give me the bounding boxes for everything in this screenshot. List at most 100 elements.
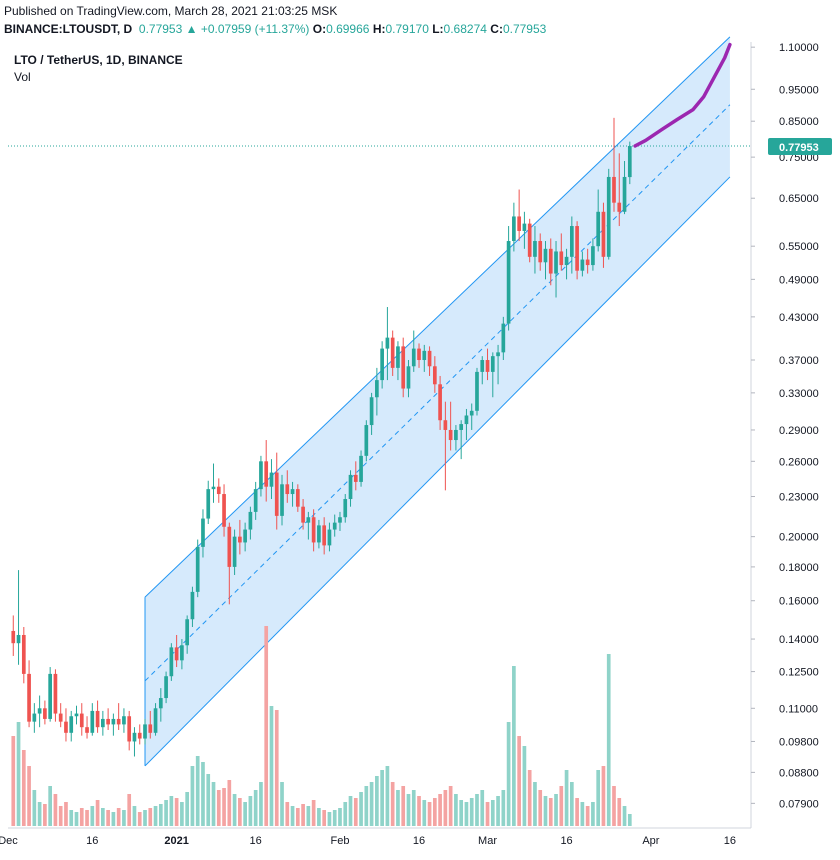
candle-body <box>90 710 95 733</box>
candle-body <box>548 248 553 274</box>
chart-legend-title: LTO / TetherUS, 1D, BINANCE <box>14 53 183 67</box>
candle-body <box>290 489 295 495</box>
candle <box>411 330 416 372</box>
candle <box>227 522 232 605</box>
candle <box>290 481 295 507</box>
candle <box>127 710 132 751</box>
volume-bar <box>101 808 105 826</box>
candle <box>538 233 543 271</box>
volume-bar <box>290 806 295 826</box>
candle-body <box>401 346 406 389</box>
candle <box>206 480 211 525</box>
volume-bar <box>74 812 79 826</box>
candle-body <box>164 676 168 699</box>
candle <box>575 221 579 280</box>
last-price-tag-label: 0.77953 <box>779 142 819 154</box>
volume-bar <box>79 808 84 826</box>
candle <box>264 440 269 502</box>
candle-body <box>522 223 527 231</box>
volume-bar <box>396 790 400 826</box>
candle <box>475 367 479 416</box>
low-label: L: <box>432 22 444 36</box>
candle-body <box>617 202 622 212</box>
volume-bar <box>538 790 543 826</box>
candle-body <box>74 713 79 717</box>
candle-body <box>53 673 58 714</box>
volume-bar <box>216 790 221 826</box>
candle-body <box>122 716 126 725</box>
candle <box>548 238 553 286</box>
volume-bar <box>21 750 26 826</box>
symbol-label: BINANCE:LTOUSDT, D <box>4 22 133 36</box>
candle-body <box>64 721 68 733</box>
candle-body <box>469 410 474 416</box>
volume-bar <box>338 808 342 826</box>
published-caption: Published on TradingView.com, March 28, … <box>4 4 338 18</box>
candle <box>153 703 158 736</box>
candle <box>79 703 84 736</box>
candle <box>280 474 284 526</box>
time-tick-label: 16 <box>86 835 98 847</box>
price-tick-label: 0.14000 <box>779 634 819 646</box>
close-value: 0.77953 <box>502 22 547 36</box>
candle-body <box>480 360 485 372</box>
candle <box>116 703 121 730</box>
high-label: H: <box>372 22 386 36</box>
candle <box>90 703 95 736</box>
volume-bar <box>406 794 411 826</box>
candle-body <box>111 718 116 725</box>
candle <box>190 586 195 628</box>
candle-body <box>174 647 179 661</box>
candle <box>111 713 116 736</box>
candle <box>143 718 147 745</box>
volume-bar <box>438 794 442 826</box>
volume-bar <box>164 800 168 826</box>
volume-bar <box>317 808 321 826</box>
volume-bar <box>585 806 590 826</box>
candle-body <box>343 499 348 518</box>
volume-bar <box>111 812 116 826</box>
candle <box>596 189 601 252</box>
candle-body <box>106 718 110 725</box>
candle <box>617 153 622 227</box>
candle <box>317 519 321 549</box>
volume-bar <box>496 796 500 826</box>
candle-body <box>37 708 42 714</box>
candle <box>622 160 627 215</box>
candle-body <box>575 226 579 271</box>
volume-bar <box>506 722 511 826</box>
volume-bar <box>201 762 205 826</box>
candle-body <box>79 713 84 728</box>
candle-body <box>396 346 400 368</box>
candle-body <box>306 517 311 523</box>
volume-bar <box>469 798 474 826</box>
price-tick-label: 0.33000 <box>779 388 819 400</box>
low-value: 0.68274 <box>443 22 487 36</box>
volume-bar <box>464 802 469 826</box>
candle-body <box>27 673 31 722</box>
volume-bar <box>259 782 263 826</box>
candle <box>559 233 564 271</box>
candle-body <box>559 251 564 266</box>
volume-bar <box>622 806 627 826</box>
candle <box>443 401 448 491</box>
candle <box>137 724 142 745</box>
candle <box>517 189 521 242</box>
candle-body <box>185 619 190 646</box>
open-label: O: <box>312 22 327 36</box>
candle <box>53 669 58 722</box>
candle <box>48 667 53 722</box>
volume-bar <box>548 798 553 826</box>
candle <box>74 705 79 725</box>
candle <box>454 425 458 451</box>
candle <box>490 352 495 398</box>
volume-bar <box>69 810 74 826</box>
candle <box>180 639 184 670</box>
candle <box>527 218 532 263</box>
candle-body <box>606 176 611 257</box>
price-tick-label: 0.43000 <box>779 312 819 324</box>
volume-bar <box>174 798 179 826</box>
candle-body <box>295 489 300 507</box>
candle <box>427 346 432 376</box>
